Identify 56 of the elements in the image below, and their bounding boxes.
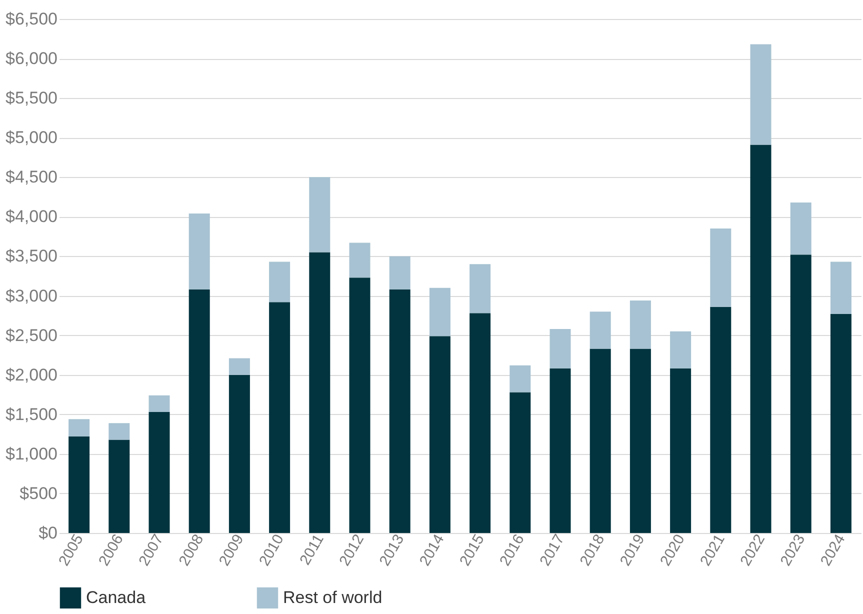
bar <box>630 348 651 533</box>
bar <box>790 254 812 533</box>
y-tick-label: $2,000 <box>6 365 58 384</box>
bar <box>510 365 531 392</box>
bar <box>148 412 170 533</box>
y-tick-label: $5,000 <box>6 128 58 148</box>
bar <box>309 177 330 252</box>
bar <box>710 306 732 533</box>
bar <box>750 44 772 145</box>
y-tick-label: $0 <box>38 524 58 542</box>
bar <box>550 368 571 533</box>
y-tick-label: $1,500 <box>6 404 58 424</box>
y-tick-label: $500 <box>20 484 58 503</box>
y-tick-label: $6,500 <box>6 10 58 28</box>
bar <box>389 256 410 290</box>
bar <box>470 264 491 314</box>
y-tick-label: $3,000 <box>6 286 58 306</box>
y-tick-label: $4,000 <box>6 207 58 226</box>
bar <box>590 312 611 349</box>
bar <box>710 228 732 307</box>
y-tick-label: $6,000 <box>6 49 58 68</box>
bar <box>750 144 772 533</box>
bar <box>68 419 90 437</box>
bar <box>670 368 692 533</box>
y-tick-label: $4,500 <box>6 168 58 187</box>
legend-label: Rest of world <box>283 588 382 607</box>
bar <box>68 436 90 533</box>
bar <box>630 300 651 349</box>
bar <box>269 302 290 533</box>
bar <box>228 358 250 375</box>
bar <box>349 242 370 278</box>
bar <box>590 348 611 533</box>
bar <box>670 331 692 369</box>
bar <box>429 288 450 336</box>
bar <box>830 314 852 533</box>
bar <box>429 336 450 533</box>
bar <box>389 289 410 533</box>
bar <box>188 214 210 290</box>
legend-label: Canada <box>86 588 146 607</box>
bar <box>349 278 370 533</box>
y-tick-label: $1,000 <box>6 444 58 464</box>
bar <box>830 262 852 314</box>
bar <box>470 313 491 533</box>
bar <box>108 423 130 440</box>
bar <box>148 395 170 412</box>
y-tick-label: $5,500 <box>6 88 58 108</box>
bar <box>550 328 571 369</box>
bar <box>228 374 250 533</box>
bar <box>188 289 210 533</box>
y-tick-label: $2,500 <box>6 326 58 345</box>
y-tick-label: $3,500 <box>6 246 58 266</box>
bar <box>309 252 330 533</box>
bar <box>510 392 531 533</box>
bar <box>269 262 290 302</box>
bar <box>108 440 130 533</box>
bar <box>790 202 812 255</box>
